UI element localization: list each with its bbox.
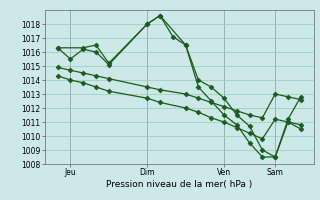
X-axis label: Pression niveau de la mer( hPa ): Pression niveau de la mer( hPa ) [106,180,252,189]
